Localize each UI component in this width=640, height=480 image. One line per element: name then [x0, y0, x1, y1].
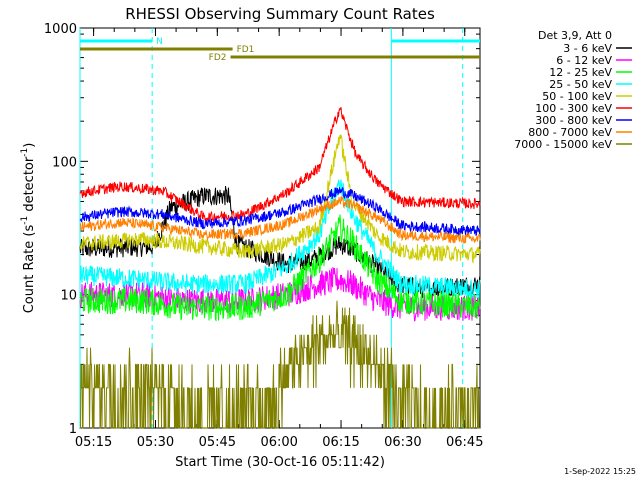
- flag-n-label: N: [156, 37, 163, 47]
- y-tick-label: 1: [69, 422, 77, 437]
- series-line: [79, 107, 481, 223]
- legend-header: Det 3,9, Att 0: [538, 29, 612, 42]
- ylabel-part-2: ): [22, 143, 37, 148]
- x-tick-label: 06:45: [446, 435, 483, 450]
- series-line: [79, 186, 481, 237]
- legend-label: 7000 - 15000 keV: [514, 138, 612, 151]
- timestamp: 1-Sep-2022 15:25: [564, 467, 636, 476]
- series-line: [80, 300, 480, 429]
- series-line: [79, 195, 481, 245]
- x-tick-label: 06:00: [260, 435, 297, 450]
- chart-title: RHESSI Observing Summary Count Rates: [125, 5, 435, 23]
- flag-fd1-label: FD1: [237, 45, 255, 55]
- flag-fd2-label: FD2: [209, 53, 227, 63]
- legend-label: 300 - 800 keV: [535, 114, 612, 127]
- attenuator-flags: N FD1 FD2: [80, 37, 480, 63]
- y-axis-label: Count Rate (s-1 detector-1): [20, 143, 37, 314]
- legend-label: 12 - 25 keV: [549, 66, 612, 79]
- x-tick-label: 05:15: [75, 435, 112, 450]
- legend-label: 25 - 50 keV: [549, 78, 612, 91]
- y-tick-label: 1000: [44, 22, 77, 37]
- series-line: [79, 179, 481, 299]
- x-tick-label: 06:15: [322, 435, 359, 450]
- y-tick-label: 100: [52, 155, 77, 170]
- legend-label: 50 - 100 keV: [542, 90, 612, 103]
- x-axis-label: Start Time (30-Oct-16 05:11:42): [175, 455, 385, 470]
- x-tick-label: 06:30: [384, 435, 421, 450]
- ylabel-part-1: detector: [22, 156, 37, 216]
- series-line: [79, 214, 481, 322]
- x-tick-label: 05:45: [199, 435, 236, 450]
- legend-label: 100 - 300 keV: [535, 102, 612, 115]
- legend-label: 6 - 12 keV: [556, 54, 612, 67]
- ylabel-sup-0: -1: [20, 216, 30, 225]
- legend-label: 3 - 6 keV: [563, 42, 612, 55]
- ylabel-sup-1: -1: [20, 148, 30, 157]
- y-axis-ticks: 1 10 100 1000: [44, 22, 480, 437]
- series-line: [79, 133, 481, 264]
- series-layer: [79, 107, 481, 429]
- x-tick-label: 05:30: [137, 435, 174, 450]
- legend-label: 800 - 7000 keV: [528, 126, 612, 139]
- y-tick-label: 10: [60, 289, 77, 304]
- ylabel-part-0: Count Rate (s: [22, 225, 37, 314]
